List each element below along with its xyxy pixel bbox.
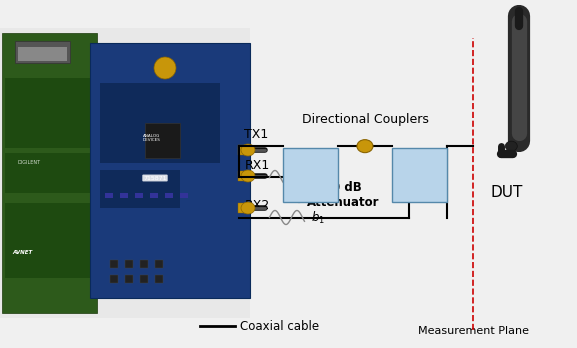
Bar	[5, 78, 90, 148]
Bar	[110, 275, 118, 283]
Text: 715871: 715871	[143, 175, 167, 181]
Ellipse shape	[357, 140, 373, 153]
Bar	[110, 260, 118, 268]
Text: DIGILENT: DIGILENT	[18, 160, 41, 166]
Bar	[90, 43, 250, 298]
Bar	[165, 193, 173, 198]
Ellipse shape	[241, 144, 255, 156]
Bar	[283, 148, 338, 202]
Text: RX1: RX1	[245, 159, 269, 172]
Bar	[150, 193, 158, 198]
Bar	[18, 47, 67, 61]
Text: DUT: DUT	[490, 185, 522, 200]
Bar	[238, 203, 250, 213]
Bar	[125, 275, 133, 283]
Bar	[155, 275, 163, 283]
Bar	[5, 203, 90, 278]
Bar	[100, 170, 180, 208]
Text: CPL: CPL	[396, 173, 408, 179]
Text: $a_1$: $a_1$	[320, 171, 333, 184]
Text: CPL: CPL	[287, 173, 298, 179]
Bar	[180, 193, 188, 198]
Text: Coaxial cable: Coaxial cable	[240, 319, 319, 332]
Text: IN: IN	[287, 155, 296, 164]
Bar	[2, 33, 97, 313]
Bar	[100, 83, 220, 163]
Text: RX2: RX2	[245, 199, 269, 212]
Ellipse shape	[505, 141, 518, 151]
Bar	[120, 193, 128, 198]
Text: IN: IN	[435, 155, 444, 164]
Bar	[140, 260, 148, 268]
Bar	[5, 153, 90, 193]
Text: Directional Couplers: Directional Couplers	[302, 113, 428, 126]
Bar	[145, 123, 180, 158]
Bar	[135, 193, 143, 198]
Ellipse shape	[241, 202, 255, 214]
Bar	[155, 260, 163, 268]
Ellipse shape	[241, 170, 255, 182]
Bar	[392, 148, 447, 202]
Text: TX1: TX1	[245, 128, 269, 141]
Ellipse shape	[154, 57, 176, 79]
Text: 10 dB
Attenuator: 10 dB Attenuator	[307, 181, 380, 209]
Bar	[15, 41, 70, 63]
Bar	[238, 171, 250, 181]
Text: OUT: OUT	[396, 155, 414, 164]
Bar	[125, 260, 133, 268]
Text: Measurement Plane: Measurement Plane	[418, 326, 529, 336]
Text: OUT: OUT	[316, 155, 335, 164]
Bar	[105, 193, 113, 198]
Bar	[238, 145, 250, 155]
Bar	[0, 28, 250, 318]
Text: $b_1$: $b_1$	[312, 209, 325, 226]
Text: ANALOG
DEVICES: ANALOG DEVICES	[143, 134, 161, 142]
Bar	[140, 275, 148, 283]
Text: AVNET: AVNET	[12, 251, 32, 255]
